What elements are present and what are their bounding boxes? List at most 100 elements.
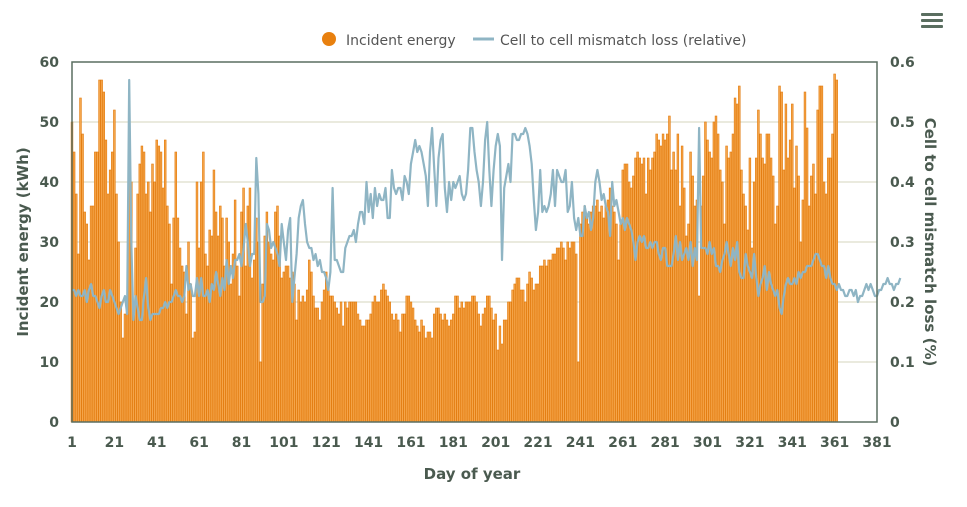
bar bbox=[219, 205, 222, 423]
bar bbox=[77, 253, 80, 423]
bar bbox=[426, 331, 430, 423]
x-tick-label: 181 bbox=[439, 435, 468, 451]
bar bbox=[515, 277, 519, 423]
bar bbox=[676, 133, 680, 423]
bar bbox=[757, 109, 760, 423]
bar bbox=[388, 301, 391, 423]
plot-border bbox=[71, 61, 878, 423]
bar bbox=[793, 187, 796, 423]
y-tick-label: 20 bbox=[40, 295, 60, 311]
x-tick-label: 301 bbox=[693, 435, 722, 451]
y2-tick-label: 0.1 bbox=[890, 355, 915, 371]
bar bbox=[193, 331, 197, 423]
bar bbox=[297, 289, 300, 423]
bar bbox=[83, 211, 86, 423]
bar bbox=[604, 205, 608, 423]
bar bbox=[159, 151, 163, 423]
x-tick-label: 101 bbox=[269, 435, 298, 451]
bar bbox=[413, 319, 417, 423]
bar bbox=[668, 115, 671, 423]
x-tick-label: 201 bbox=[481, 435, 510, 451]
x-tick-label: 241 bbox=[566, 435, 595, 451]
bar bbox=[454, 295, 457, 423]
bar bbox=[221, 217, 224, 423]
bar bbox=[89, 205, 93, 423]
bar bbox=[104, 139, 108, 423]
bar bbox=[318, 319, 322, 423]
hamburger-menu-icon[interactable] bbox=[921, 13, 943, 31]
bar bbox=[729, 151, 733, 423]
bar bbox=[346, 307, 349, 423]
legend: Incident energy Cell to cell mismatch lo… bbox=[322, 32, 746, 49]
bar bbox=[134, 247, 137, 423]
bar bbox=[164, 139, 167, 423]
bar bbox=[810, 175, 813, 423]
bar bbox=[502, 319, 506, 423]
bar bbox=[568, 247, 572, 423]
bar bbox=[530, 277, 533, 423]
bar bbox=[522, 289, 525, 423]
bar bbox=[513, 283, 516, 423]
bar bbox=[761, 157, 764, 423]
bar bbox=[433, 313, 436, 423]
bar bbox=[666, 133, 669, 423]
bar bbox=[111, 151, 114, 423]
bar bbox=[619, 223, 622, 423]
bar bbox=[210, 235, 214, 423]
bar bbox=[312, 295, 315, 423]
bar bbox=[449, 319, 453, 423]
bar bbox=[282, 271, 286, 423]
bar bbox=[748, 157, 752, 423]
bar bbox=[236, 265, 239, 423]
bar bbox=[526, 283, 529, 423]
bar bbox=[710, 157, 713, 423]
bar bbox=[310, 271, 313, 423]
bar bbox=[441, 319, 444, 423]
bar bbox=[348, 301, 351, 423]
bar bbox=[344, 301, 347, 423]
bar bbox=[121, 337, 125, 423]
bar bbox=[528, 271, 531, 423]
bar bbox=[702, 175, 705, 423]
bar bbox=[731, 133, 735, 423]
x-tick-label: 81 bbox=[232, 435, 251, 451]
legend-item-mismatch-loss[interactable]: Cell to cell mismatch loss (relative) bbox=[473, 33, 746, 49]
bar bbox=[261, 283, 264, 423]
bar bbox=[581, 211, 584, 423]
bar bbox=[87, 259, 91, 423]
bar bbox=[168, 223, 171, 423]
bar bbox=[742, 193, 745, 423]
bar bbox=[615, 223, 618, 423]
bar bbox=[98, 79, 101, 423]
x-tick-label: 281 bbox=[651, 435, 680, 451]
bar bbox=[339, 301, 343, 423]
bar bbox=[445, 319, 449, 423]
bar bbox=[316, 307, 319, 423]
bar bbox=[75, 193, 78, 423]
bar bbox=[490, 307, 493, 423]
bar bbox=[511, 289, 514, 423]
bar bbox=[479, 325, 483, 423]
bar bbox=[583, 205, 586, 423]
bar bbox=[195, 181, 199, 423]
y-tick-label: 30 bbox=[40, 235, 60, 251]
legend-item-incident-energy[interactable]: Incident energy bbox=[322, 32, 456, 49]
bar bbox=[174, 151, 178, 423]
y2-tick-label: 0.6 bbox=[890, 55, 915, 71]
bar bbox=[566, 241, 569, 423]
bar bbox=[473, 295, 476, 423]
bar bbox=[500, 343, 504, 423]
bar bbox=[386, 295, 389, 423]
bar bbox=[693, 205, 697, 423]
y2-tick-label: 0.3 bbox=[890, 235, 915, 251]
bar bbox=[428, 331, 432, 423]
bar bbox=[151, 163, 154, 423]
bar bbox=[153, 181, 156, 423]
bar bbox=[632, 175, 635, 423]
bar bbox=[797, 175, 800, 423]
bar bbox=[812, 163, 815, 423]
bar bbox=[96, 151, 99, 423]
bar bbox=[166, 205, 169, 423]
bar bbox=[822, 181, 826, 423]
x-tick-label: 361 bbox=[820, 435, 849, 451]
